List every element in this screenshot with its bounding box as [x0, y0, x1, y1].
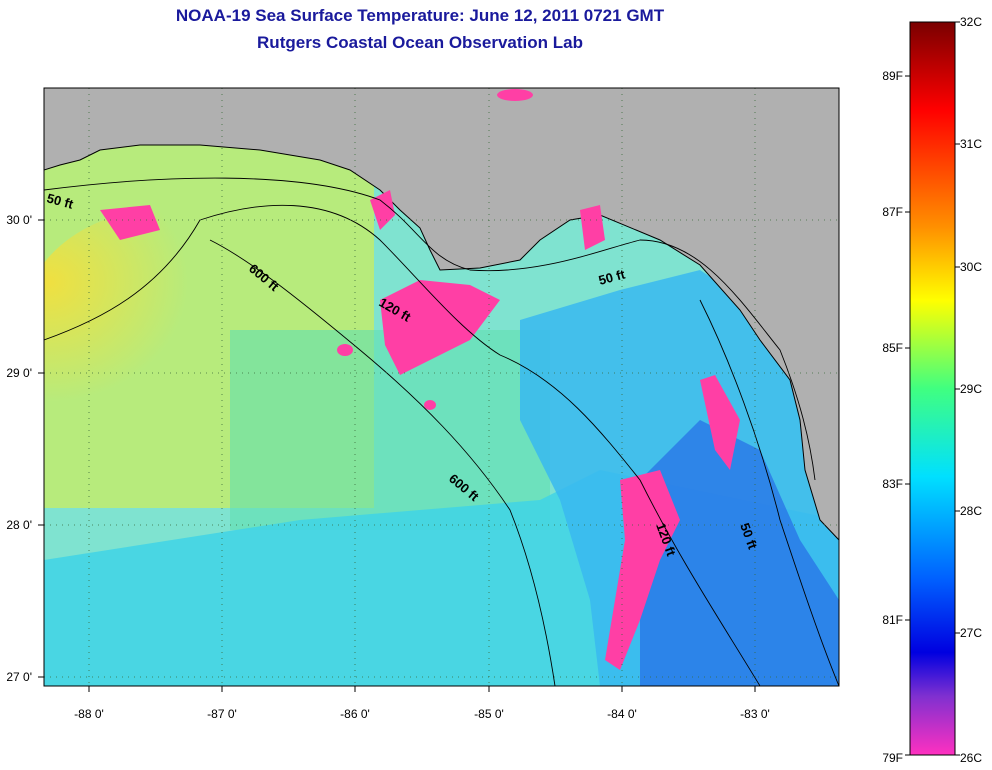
contour-label-1: 50 ft — [45, 190, 75, 212]
lon-label-86: -86 0' — [340, 707, 370, 721]
graticule — [44, 88, 839, 686]
cb-c-27: 27C — [960, 626, 982, 640]
contour-600ft — [209, 239, 556, 686]
cb-f-79: 79F — [882, 751, 903, 765]
cb-c-26: 26C — [960, 751, 982, 765]
cb-f-85: 85F — [882, 341, 903, 355]
lon-label-84: -84 0' — [607, 707, 637, 721]
cb-f-87: 87F — [882, 205, 903, 219]
lat-label-28: 28 0' — [6, 518, 32, 532]
depth-contours — [44, 177, 839, 686]
cb-c-31: 31C — [960, 137, 982, 151]
cb-c-28: 28C — [960, 504, 982, 518]
lon-label-83: -83 0' — [740, 707, 770, 721]
lon-label-85: -85 0' — [474, 707, 504, 721]
cb-f-83: 83F — [882, 477, 903, 491]
cb-f-81: 81F — [882, 613, 903, 627]
cold-coastal-zone — [640, 420, 839, 686]
colorbar-ticks — [905, 21, 960, 756]
map-title: NOAA-19 Sea Surface Temperature: June 12… — [175, 6, 665, 25]
central-zone — [230, 330, 550, 530]
map-subtitle: Rutgers Coastal Ocean Observation Lab — [257, 33, 583, 52]
cb-c-29: 29C — [960, 382, 982, 396]
cb-c-30: 30C — [960, 260, 982, 274]
lon-label-88: -88 0' — [74, 707, 104, 721]
cb-f-89: 89F — [882, 69, 903, 83]
lat-label-30: 30 0' — [6, 213, 32, 227]
contour-50ft-north — [44, 177, 816, 481]
contour-50ft-south — [699, 299, 839, 686]
lat-label-29: 29 0' — [6, 366, 32, 380]
colorbar — [909, 21, 956, 756]
contour-label-4: 50 ft — [597, 266, 627, 288]
contour-120ft — [44, 204, 761, 686]
land-mass — [44, 88, 839, 541]
lon-label-87: -87 0' — [207, 707, 237, 721]
cb-c-32: 32C — [960, 15, 982, 29]
tick-marks — [38, 219, 756, 692]
map-frame — [43, 87, 840, 687]
lat-label-27: 27 0' — [6, 670, 32, 684]
